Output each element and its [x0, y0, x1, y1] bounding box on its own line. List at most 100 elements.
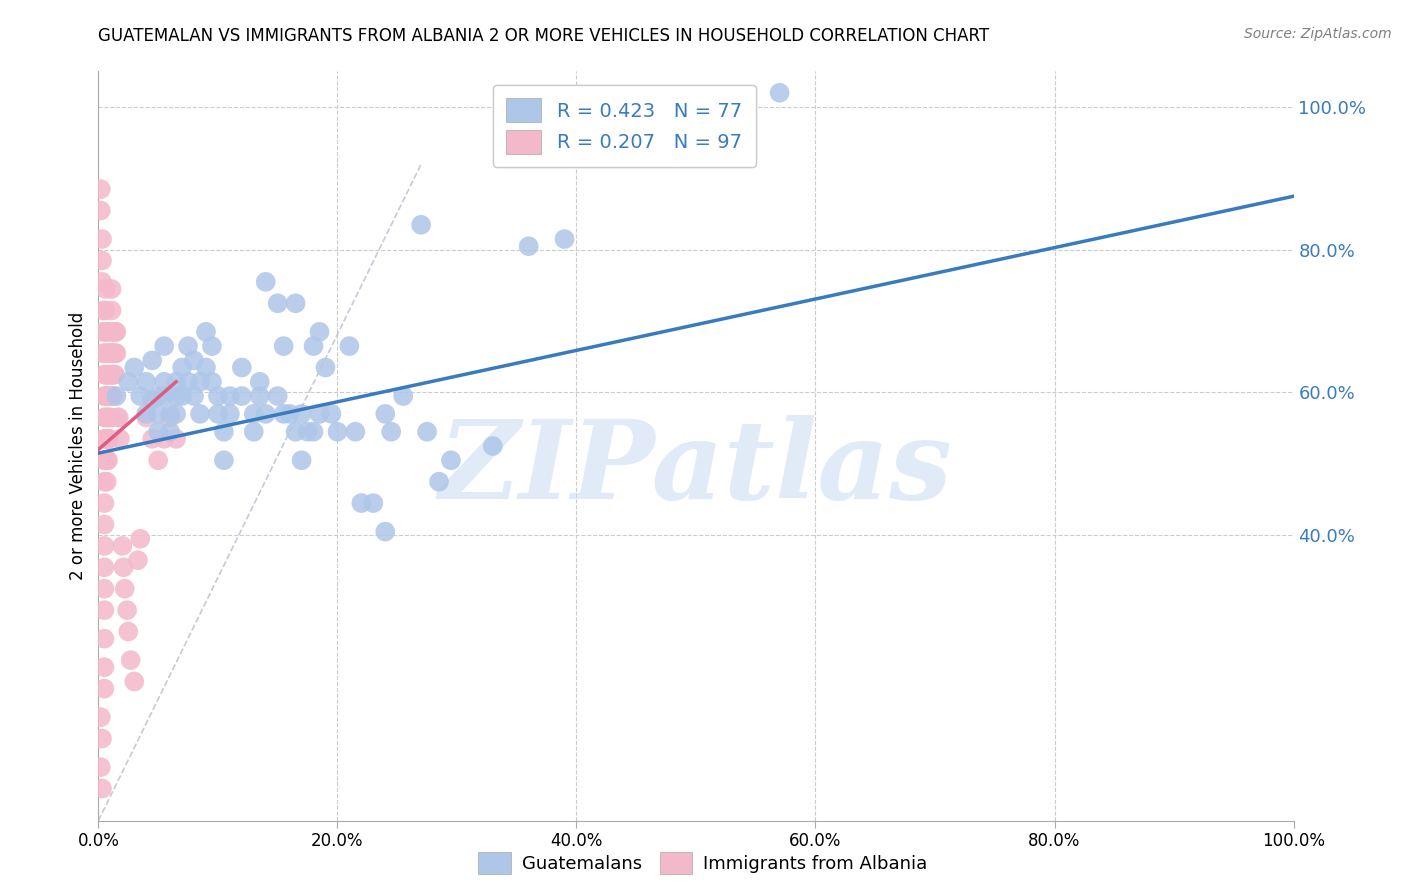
Point [254, 275, 277, 289]
Point [93, 517, 115, 532]
Point [97, 432, 120, 446]
Point [107, 410, 129, 425]
Point [159, 410, 181, 425]
Point [141, 392, 163, 407]
Point [321, 407, 343, 421]
Point [267, 389, 290, 403]
Point [93, 632, 115, 646]
Point [93, 410, 115, 425]
Point [97, 410, 120, 425]
Point [201, 375, 224, 389]
Y-axis label: 2 or more Vehicles in Household: 2 or more Vehicles in Household [69, 312, 87, 580]
Point [374, 407, 396, 421]
Point [212, 425, 235, 439]
Point [141, 432, 163, 446]
Point [90, 760, 112, 774]
Point [96, 389, 118, 403]
Point [115, 603, 138, 617]
Point [94, 282, 117, 296]
Point [308, 407, 330, 421]
Point [96, 432, 118, 446]
Point [101, 389, 124, 403]
Point [112, 560, 135, 574]
Point [129, 389, 152, 403]
Point [195, 360, 218, 375]
Point [93, 389, 115, 403]
Point [91, 346, 114, 360]
Point [172, 389, 194, 403]
Point [219, 407, 242, 421]
Point [93, 539, 115, 553]
Point [98, 389, 121, 403]
Point [107, 410, 129, 425]
Point [97, 389, 120, 403]
Point [273, 407, 295, 421]
Point [90, 182, 112, 196]
Point [101, 346, 124, 360]
Point [120, 653, 142, 667]
Point [91, 325, 114, 339]
Point [148, 389, 170, 403]
Point [93, 582, 115, 596]
Point [91, 232, 114, 246]
Point [165, 375, 187, 389]
Point [153, 339, 176, 353]
Point [97, 453, 120, 467]
Point [135, 375, 157, 389]
Point [363, 496, 385, 510]
Point [315, 360, 337, 375]
Point [117, 375, 139, 389]
Point [165, 432, 187, 446]
Point [416, 425, 439, 439]
Point [111, 539, 134, 553]
Point [105, 346, 128, 360]
Point [427, 475, 450, 489]
Point [91, 275, 114, 289]
Point [411, 218, 433, 232]
Point [91, 253, 114, 268]
Point [96, 475, 118, 489]
Point [153, 389, 176, 403]
Point [94, 410, 117, 425]
Point [93, 475, 115, 489]
Text: Source: ZipAtlas.com: Source: ZipAtlas.com [1244, 27, 1392, 41]
Point [94, 432, 117, 446]
Point [96, 346, 118, 360]
Point [481, 439, 505, 453]
Point [96, 410, 118, 425]
Point [94, 303, 117, 318]
Point [231, 360, 253, 375]
Point [127, 553, 149, 567]
Point [98, 410, 122, 425]
Point [129, 532, 152, 546]
Point [201, 339, 224, 353]
Point [273, 339, 295, 353]
Point [183, 389, 205, 403]
Point [291, 407, 314, 421]
Point [98, 325, 121, 339]
Point [159, 425, 181, 439]
Point [159, 407, 181, 421]
Point [195, 325, 218, 339]
Text: ZIPatlas: ZIPatlas [439, 415, 953, 522]
Point [183, 353, 205, 368]
Point [254, 407, 277, 421]
Point [114, 582, 136, 596]
Point [93, 453, 115, 467]
Point [104, 368, 127, 382]
Point [231, 389, 253, 403]
Point [100, 282, 122, 296]
Point [91, 303, 114, 318]
Point [98, 432, 121, 446]
Point [249, 375, 271, 389]
Point [94, 325, 117, 339]
Point [177, 339, 200, 353]
Point [374, 524, 396, 539]
Point [104, 325, 127, 339]
Point [91, 781, 114, 796]
Point [96, 453, 118, 467]
Point [380, 425, 402, 439]
Point [94, 389, 117, 403]
Point [96, 325, 118, 339]
Point [90, 203, 112, 218]
